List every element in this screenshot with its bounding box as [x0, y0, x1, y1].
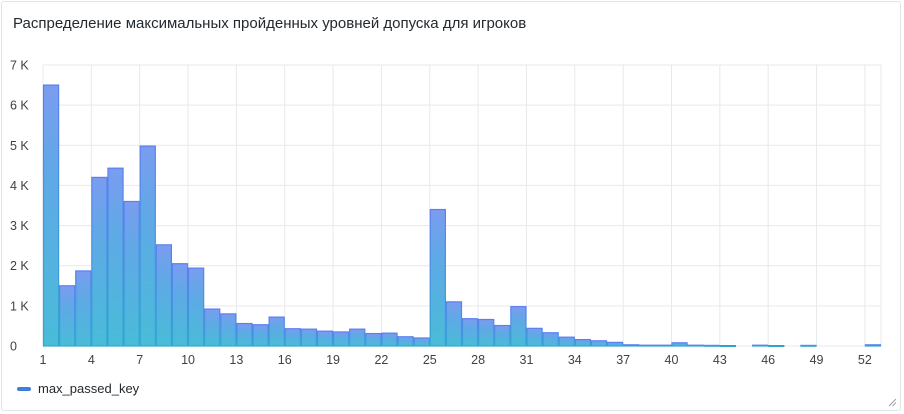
histogram-bar[interactable] [107, 167, 124, 347]
x-tick-label: 25 [423, 353, 437, 367]
histogram-bar[interactable] [42, 84, 60, 347]
x-tick-label: 10 [181, 353, 195, 367]
bars [42, 84, 882, 347]
legend[interactable]: max_passed_key [17, 381, 139, 396]
y-axis: 0 1 K 2 K 3 K 4 K 5 K 6 K 7 K [10, 59, 29, 354]
x-tick-label: 22 [374, 353, 388, 367]
legend-swatch [17, 386, 31, 391]
x-tick-label: 4 [88, 353, 95, 367]
histogram-bar[interactable] [220, 313, 237, 347]
histogram-bar[interactable] [123, 200, 140, 347]
x-tick-label: 34 [568, 353, 582, 367]
y-tick-label: 7 K [10, 59, 29, 73]
resize-handle-icon[interactable] [887, 397, 897, 407]
x-tick-label: 46 [761, 353, 775, 367]
histogram-bar[interactable] [655, 344, 672, 347]
histogram-bar[interactable] [864, 344, 882, 347]
y-tick-label: 1 K [10, 299, 29, 313]
histogram-bar[interactable] [671, 342, 688, 347]
histogram-bar[interactable] [397, 336, 414, 347]
histogram-bar[interactable] [494, 324, 511, 347]
histogram-bar[interactable] [542, 332, 559, 347]
x-tick-label: 28 [471, 353, 485, 367]
histogram-bar[interactable] [429, 208, 446, 347]
x-tick-label: 52 [858, 353, 872, 367]
histogram-bar[interactable] [719, 344, 737, 347]
histogram-bar[interactable] [526, 327, 543, 347]
histogram-bar[interactable] [204, 308, 221, 347]
histogram-bar[interactable] [236, 322, 253, 347]
y-tick-label: 4 K [10, 179, 29, 193]
histogram-bar[interactable] [800, 344, 817, 347]
histogram-bar[interactable] [606, 341, 624, 347]
histogram-bar[interactable] [300, 328, 318, 347]
histogram-bar[interactable] [687, 344, 704, 347]
histogram-bar[interactable] [171, 263, 189, 347]
x-tick-label: 1 [40, 353, 47, 367]
histogram-bar[interactable] [478, 318, 495, 347]
histogram-bar[interactable] [187, 267, 205, 347]
histogram-bar[interactable] [316, 330, 334, 347]
x-tick-label: 37 [616, 353, 630, 367]
histogram-bar[interactable] [703, 344, 720, 347]
panel-title: Распределение максимальных пройденных ур… [13, 15, 527, 32]
histogram-bar[interactable] [639, 344, 656, 347]
histogram-bar[interactable] [590, 340, 608, 347]
histogram-bar[interactable] [365, 332, 382, 347]
x-tick-label: 13 [229, 353, 243, 367]
histogram-bar[interactable] [461, 318, 479, 347]
y-tick-label: 6 K [10, 99, 29, 113]
histogram-bar[interactable] [445, 301, 463, 347]
histogram-bar[interactable] [139, 145, 156, 347]
histogram-bar[interactable] [349, 328, 366, 347]
histogram-bar[interactable] [381, 332, 398, 347]
histogram-bar[interactable] [623, 344, 640, 347]
histogram-bar[interactable] [332, 331, 350, 347]
histogram-bar[interactable] [91, 176, 108, 347]
histogram-bar[interactable] [574, 338, 592, 347]
y-tick-label: 5 K [10, 139, 29, 153]
x-tick-label: 7 [136, 353, 143, 367]
y-tick-label: 3 K [10, 219, 29, 233]
x-axis: 1 4 7 10 13 16 19 22 25 28 31 34 37 40 43 46 49 52 [40, 353, 872, 367]
x-tick-label: 19 [326, 353, 340, 367]
histogram-bar[interactable] [59, 285, 76, 347]
legend-label: max_passed_key [38, 381, 140, 396]
histogram-bar[interactable] [510, 306, 527, 347]
histogram-bar[interactable] [75, 270, 92, 347]
histogram-bar[interactable] [768, 344, 785, 347]
x-tick-label: 49 [810, 353, 824, 367]
histogram-bar[interactable] [268, 316, 285, 347]
x-tick-label: 43 [713, 353, 727, 367]
x-tick-label: 40 [665, 353, 679, 367]
histogram-bar[interactable] [558, 336, 575, 347]
histogram-bar[interactable] [155, 244, 173, 347]
histogram-bar[interactable] [252, 324, 269, 347]
y-tick-label: 2 K [10, 259, 29, 273]
y-tick-label: 0 [10, 340, 17, 354]
histogram-bar[interactable] [413, 337, 430, 347]
x-tick-label: 31 [520, 353, 534, 367]
x-tick-label: 16 [278, 353, 292, 367]
histogram-bar[interactable] [284, 328, 301, 347]
histogram-bar[interactable] [751, 344, 769, 347]
